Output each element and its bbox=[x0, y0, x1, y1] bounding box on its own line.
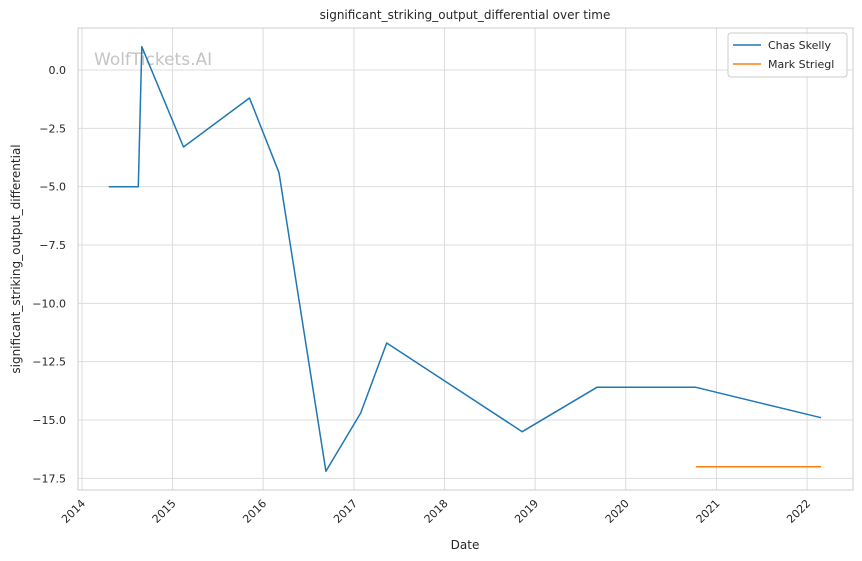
grid-lines bbox=[78, 28, 853, 490]
x-tick-label: 2020 bbox=[603, 497, 632, 526]
chart-title: significant_striking_output_differential… bbox=[320, 8, 611, 22]
legend-label-chas-skelly: Chas Skelly bbox=[768, 39, 831, 52]
x-axis-label: Date bbox=[451, 538, 480, 552]
legend-box bbox=[727, 32, 848, 78]
y-tick-label: −5.0 bbox=[39, 181, 66, 194]
y-tick-label: −17.5 bbox=[32, 472, 66, 485]
y-tick-label: 0.0 bbox=[49, 64, 67, 77]
y-axis-ticks: 0.0 −2.5 −5.0 −7.5 −10.0 −12.5 −15.0 −17.5 bbox=[32, 64, 66, 485]
x-tick-label: 2015 bbox=[150, 497, 179, 526]
y-tick-label: −10.0 bbox=[32, 297, 66, 310]
x-tick-label: 2014 bbox=[59, 497, 88, 526]
watermark: WolfTickets.AI bbox=[94, 50, 212, 70]
plot-frame bbox=[77, 27, 854, 491]
x-tick-label: 2022 bbox=[784, 497, 813, 526]
y-tick-label: −15.0 bbox=[32, 414, 66, 427]
legend: Chas Skelly Mark Striegl bbox=[727, 32, 848, 78]
legend-label-mark-striegl: Mark Striegl bbox=[768, 58, 834, 71]
x-tick-label: 2021 bbox=[694, 497, 723, 526]
x-tick-label: 2017 bbox=[331, 497, 360, 526]
x-axis-ticks: 2014 2015 2016 2017 2018 2019 2020 2021 2022 bbox=[59, 497, 813, 526]
x-tick-label: 2018 bbox=[422, 497, 451, 526]
series-lines bbox=[108, 45, 822, 473]
x-tick-label: 2016 bbox=[240, 497, 269, 526]
y-tick-label: −7.5 bbox=[39, 239, 66, 252]
y-axis-label: significant_striking_output_differential bbox=[9, 144, 23, 373]
y-tick-label: −12.5 bbox=[32, 356, 66, 369]
y-tick-label: −2.5 bbox=[39, 122, 66, 135]
x-tick-label: 2019 bbox=[512, 497, 541, 526]
series-line-chas-skelly bbox=[108, 45, 822, 473]
